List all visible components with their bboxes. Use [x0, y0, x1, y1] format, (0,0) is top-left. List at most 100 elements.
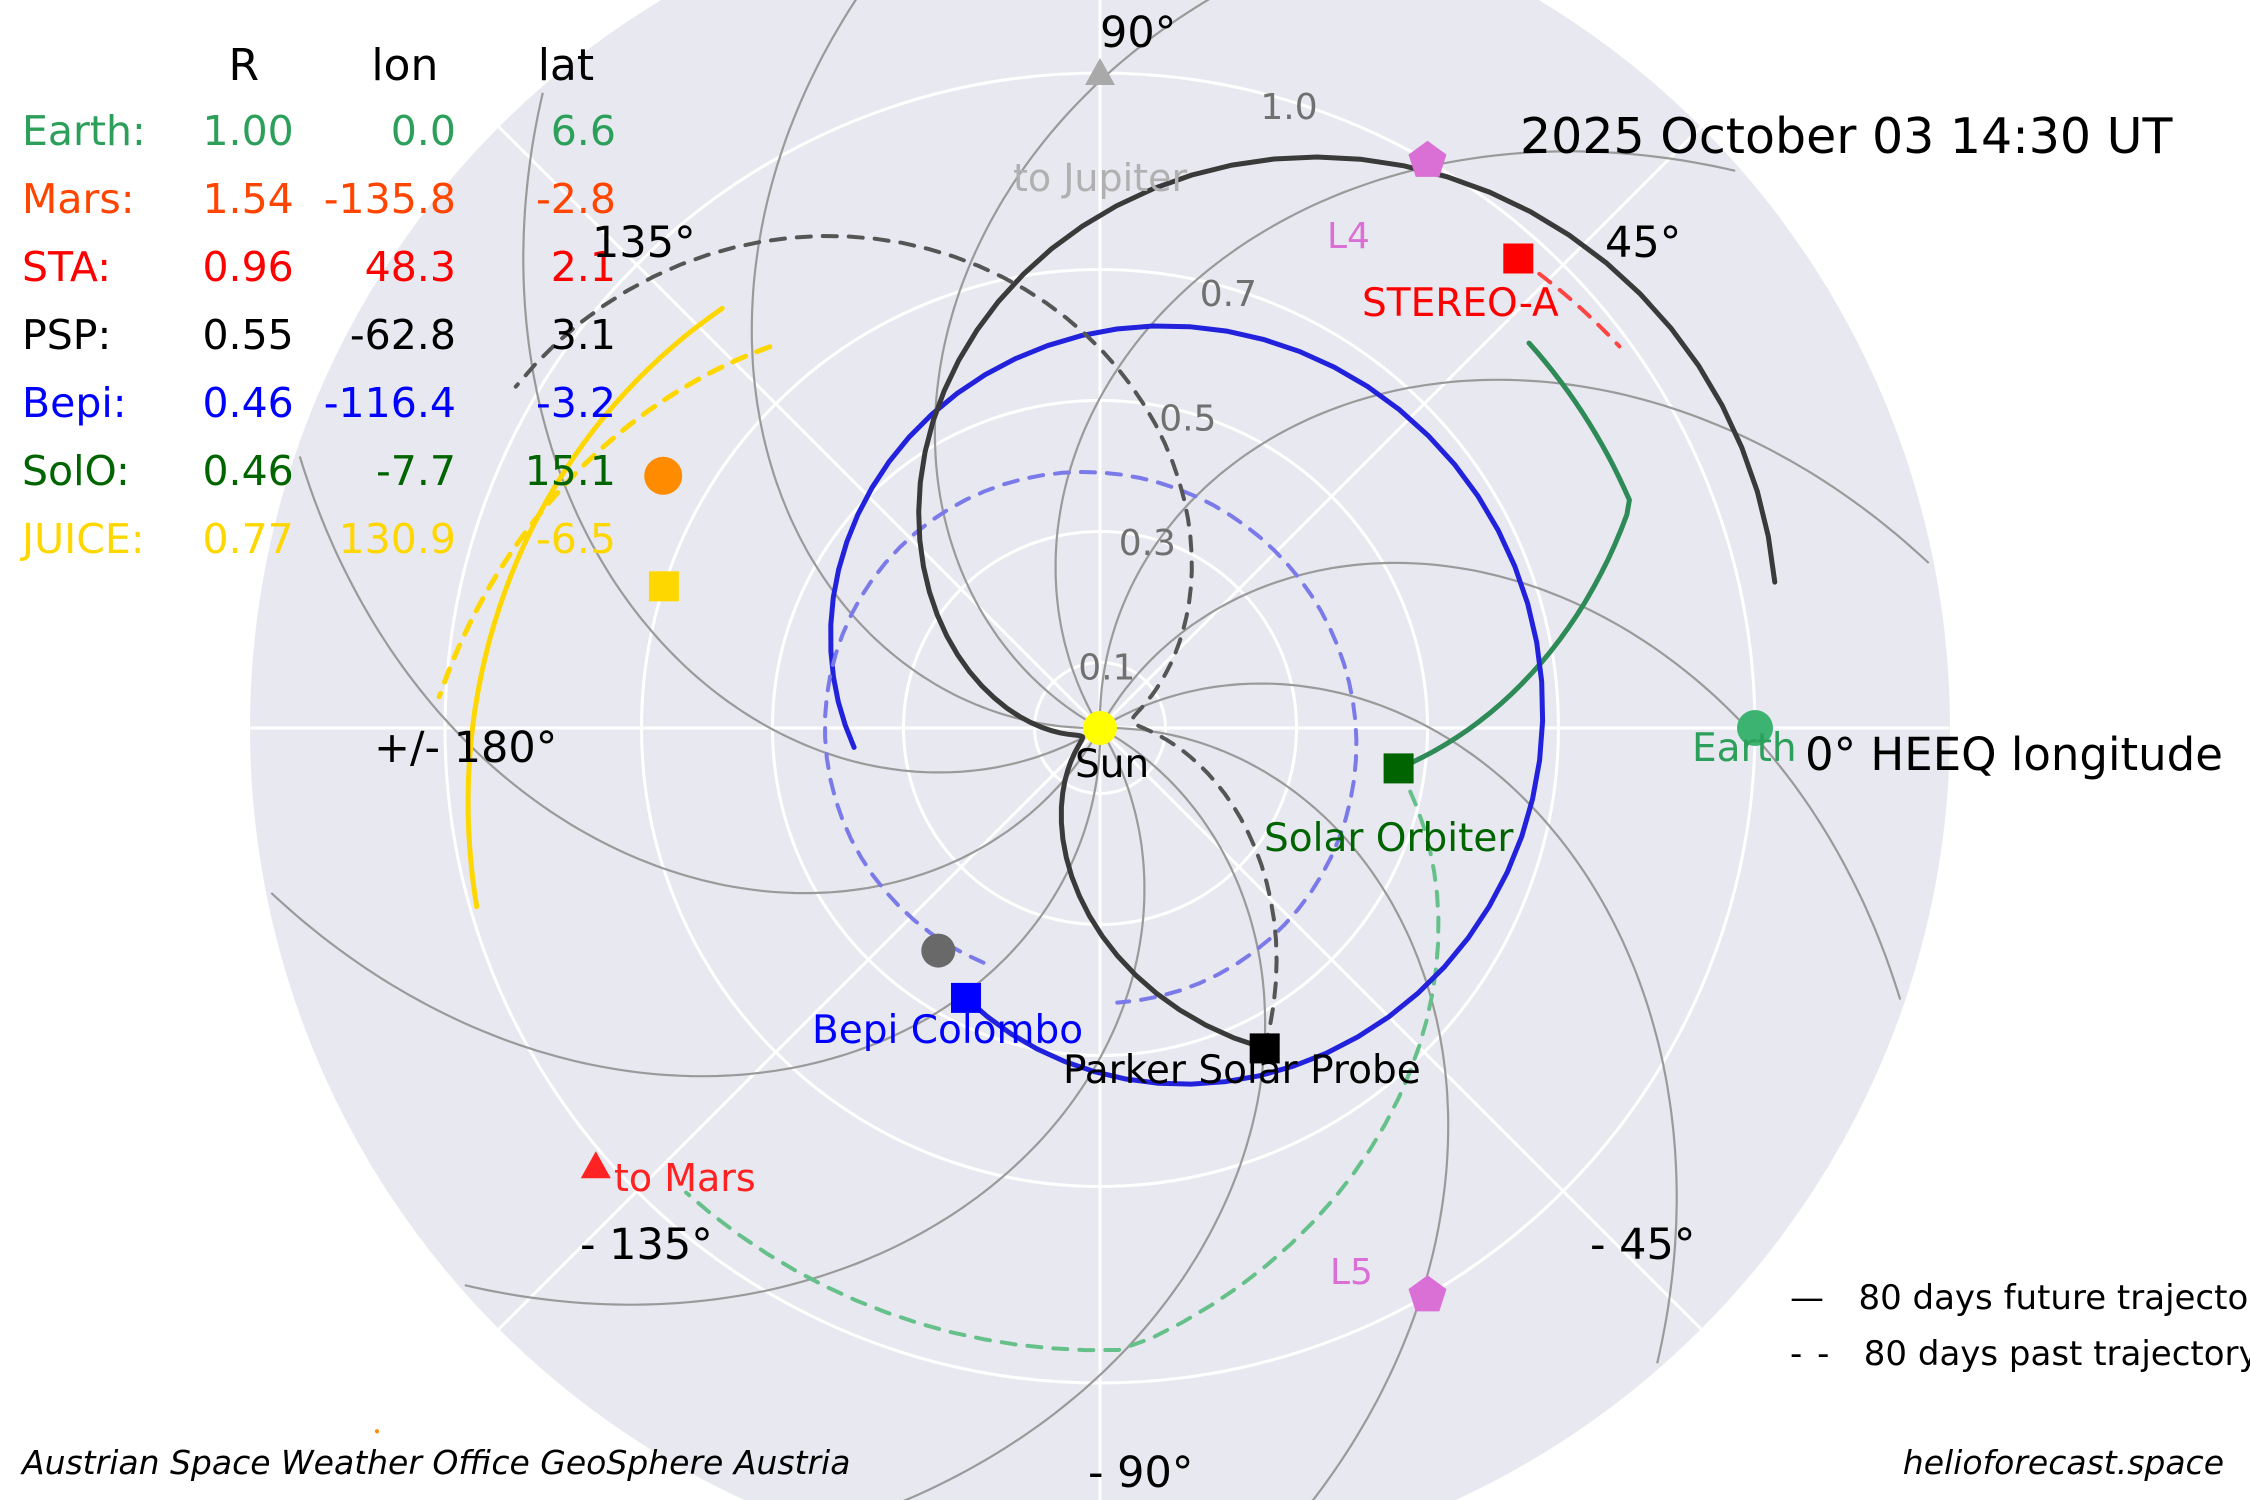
- marker-stereo-a[interactable]: [1503, 243, 1534, 274]
- table-cell-body-name: JUICE:: [22, 515, 145, 563]
- parker-spiral-line: [933, 0, 1210, 723]
- table-cell-body-name: Earth:: [22, 107, 146, 155]
- table-row: SolO: 0.46 -7.7 15.1: [0, 437, 646, 505]
- table-cell-lon: 0.0: [390, 107, 456, 155]
- radial-tick-label: 0.5: [1159, 399, 1216, 440]
- positions-table: R lon lat Earth: 1.00 0.0 6.6 Mars: 1.54 -135.…: [0, 40, 646, 573]
- table-cell-body-name: STA:: [22, 243, 112, 291]
- table-cell-body-name: Bepi:: [22, 379, 127, 427]
- table-header-body: [0, 40, 164, 97]
- radial-tick-label: 0.3: [1119, 523, 1176, 564]
- table-cell-lat: 15.1: [524, 447, 616, 495]
- table-cell-lat: -2.8: [535, 175, 616, 223]
- angular-gridline: [1098, 124, 1704, 730]
- parker-spiral-line: [750, 0, 1087, 730]
- angle-tick-label: - 45°: [1590, 1220, 1696, 1270]
- label-l5: L5: [1330, 1252, 1373, 1293]
- table-cell-r: 0.77: [202, 515, 294, 563]
- table-cell-r: 1.54: [202, 175, 294, 223]
- marker-solar-orbiter[interactable]: [1383, 753, 1414, 784]
- table-cell-lat: -6.5: [535, 515, 616, 563]
- parker-spiral-line: [464, 738, 1146, 1306]
- label-earth: Earth: [1692, 726, 1797, 771]
- table-cell-lon: -62.8: [349, 311, 456, 359]
- angular-gridline: [1098, 726, 1704, 1332]
- label-solar-orbiter: Solar Orbiter: [1264, 816, 1514, 861]
- table-cell-lat: 3.1: [550, 311, 616, 359]
- table-row: JUICE: 0.77 130.9 -6.5: [0, 505, 646, 573]
- parker-spiral-line: [1054, 150, 1736, 718]
- table-cell-r: 0.96: [202, 243, 294, 291]
- table-cell-r: 0.55: [202, 311, 294, 359]
- radial-tick-label: 1.0: [1260, 87, 1317, 128]
- marker-mars[interactable]: [644, 456, 683, 495]
- angle-tick-label: 45°: [1605, 218, 1682, 268]
- heeq-longitude-label: 0° HEEQ longitude: [1805, 728, 2223, 781]
- angle-tick-label: - 135°: [580, 1220, 713, 1270]
- table-row: STA: 0.96 48.3 2.1: [0, 233, 646, 301]
- table-header-r: R: [228, 40, 260, 91]
- legend-past-label: 80 days past trajectory: [1863, 1334, 2250, 1374]
- legend-future-label: 80 days future trajectory: [1858, 1278, 2250, 1318]
- table-row: Mars: 1.54 -135.8 -2.8: [0, 165, 646, 233]
- table-cell-lat: 2.1: [550, 243, 616, 291]
- table-cell-body-name: SolO:: [22, 447, 130, 495]
- label-stereo-a: STEREO-A: [1362, 281, 1559, 326]
- table-row: PSP: 0.55 -62.8 3.1: [0, 301, 646, 369]
- marker-parker-solar-probe[interactable]: [1249, 1033, 1280, 1064]
- radial-tick-label: 0.1: [1078, 648, 1135, 689]
- marker-l5[interactable]: [1408, 1275, 1447, 1312]
- parker-spiral-line: [298, 456, 1095, 895]
- label-to-mars: to Mars: [614, 1156, 756, 1200]
- table-row: Bepi: 0.46 -116.4 -3.2: [0, 369, 646, 437]
- marker-l4[interactable]: [1408, 140, 1447, 177]
- angular-gridline: [496, 124, 1102, 730]
- label-parker-solar-probe: Parker Solar Probe: [1063, 1048, 1421, 1093]
- marker-earth[interactable]: [1737, 710, 1773, 746]
- trajectory-stereoa-past: [1516, 256, 1622, 349]
- chart-title: 2025 October 03 14:30 UT: [1520, 108, 2173, 165]
- trajectory-juice-past: [436, 344, 773, 700]
- marker-sun[interactable]: [1083, 711, 1117, 745]
- marker-juice[interactable]: [648, 571, 679, 602]
- marker-mercury[interactable]: [921, 933, 956, 968]
- parker-spiral-line: [1098, 378, 1930, 715]
- trajectory-solo-future: [1396, 340, 1632, 771]
- marker-to-jupiter[interactable]: [1085, 58, 1115, 85]
- table-header-lat: lat: [537, 40, 595, 91]
- trajectory-solo-past: [684, 766, 1441, 1353]
- table-cell-lon: -116.4: [323, 379, 456, 427]
- table-cell-body-name: Mars:: [22, 175, 135, 223]
- trajectory-bepi-past: [823, 469, 1359, 1005]
- parker-spiral-line: [270, 741, 1102, 1078]
- positions-table-body: Earth: 1.00 0.0 6.6 Mars: 1.54 -135.8 -2.8 STA: 0…: [0, 97, 646, 573]
- legend-past-row: - - 80 days past trajectory: [1790, 1334, 2250, 1374]
- label-l4: L4: [1327, 216, 1370, 257]
- angle-tick-label: 90°: [1100, 8, 1177, 58]
- footer-right[interactable]: helioforecast.space: [1902, 1443, 2224, 1482]
- table-cell-lon: 130.9: [338, 515, 456, 563]
- table-cell-r: 0.46: [202, 447, 294, 495]
- table-cell-body-name: PSP:: [22, 311, 112, 359]
- angle-tick-label: 135°: [592, 218, 696, 268]
- footer-left: Austrian Space Weather Office GeoSphere …: [22, 1443, 851, 1482]
- table-cell-r: 0.46: [202, 379, 294, 427]
- angle-tick-label: - 90°: [1088, 1448, 1194, 1498]
- legend-past-symbol: - -: [1790, 1334, 1832, 1374]
- angle-tick-label: +/- 180°: [374, 723, 558, 773]
- trajectory-psp-past: [513, 233, 1279, 1051]
- parker-spiral-line: [522, 92, 1090, 774]
- table-cell-r: 1.00: [202, 107, 294, 155]
- angular-gridline: [496, 726, 1102, 1332]
- parker-spiral-line: [1110, 682, 1678, 1364]
- legend-future-row: — 80 days future trajectory: [1790, 1278, 2250, 1318]
- label-bepi-colombo: Bepi Colombo: [812, 1008, 1084, 1053]
- marker-to-mars[interactable]: [580, 1151, 611, 1179]
- table-header-lon: lon: [371, 40, 439, 91]
- legend-future-symbol: —: [1790, 1278, 1826, 1318]
- trajectory-bepi-future: [828, 323, 1546, 1087]
- radial-tick-label: 0.7: [1200, 274, 1257, 315]
- label-sun: Sun: [1075, 742, 1150, 787]
- marker-bepi-colombo[interactable]: [951, 982, 981, 1013]
